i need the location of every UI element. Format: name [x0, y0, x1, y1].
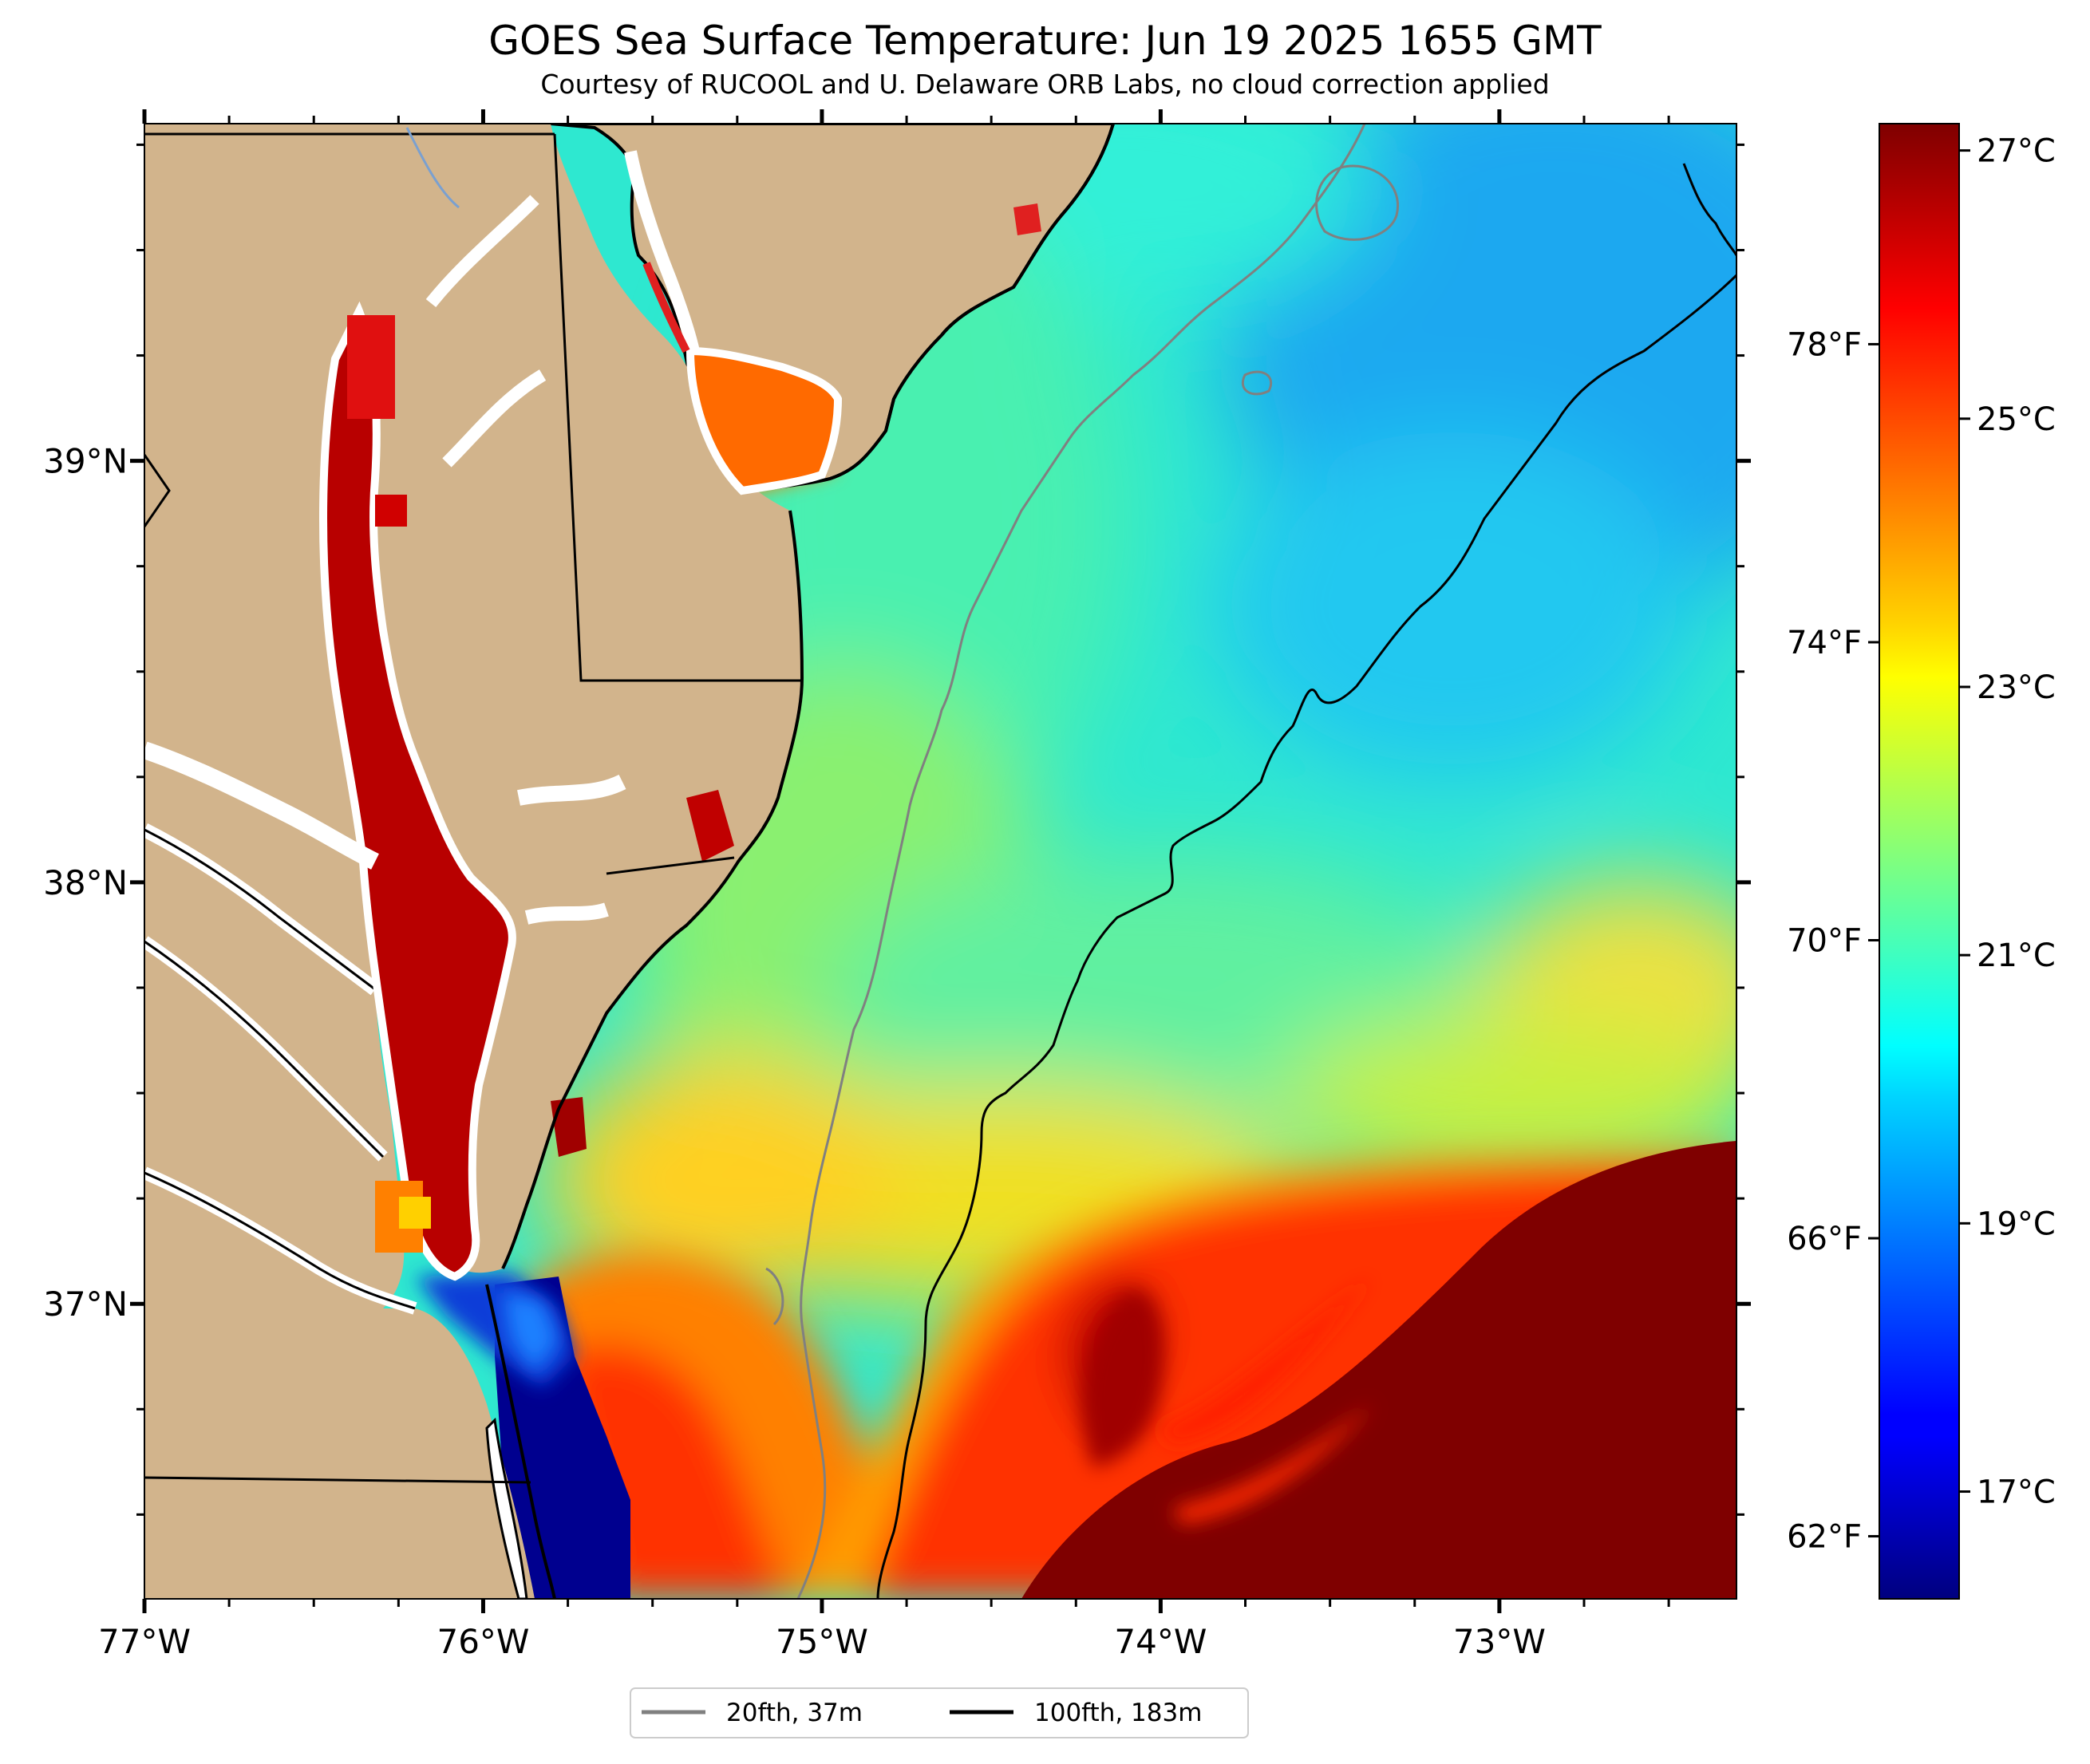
celsius-tick-label: 23°C: [1977, 669, 2056, 706]
lat-tick-label: 39°N: [43, 442, 128, 481]
map-title: GOES Sea Surface Temperature: Jun 19 202…: [488, 18, 1602, 64]
delaware-bay: [685, 346, 843, 495]
map-axis-ticks: 77°W 76°W 75°W 74°W 73°W 39°N 38°N 37°N: [43, 109, 1751, 1661]
chesapeake-bay: [323, 311, 512, 1277]
map-subtitle: Courtesy of RUCOOL and U. Delaware ORB L…: [540, 69, 1550, 100]
lon-tick-label: 73°W: [1453, 1622, 1546, 1661]
legend-label-100fth: 100fth, 183m: [1034, 1699, 1202, 1727]
isobath-100fth: [876, 274, 1736, 1599]
celsius-tick-label: 27°C: [1977, 133, 2056, 170]
sst-field: [144, 124, 1736, 1599]
fahrenheit-tick-label: 74°F: [1787, 625, 1862, 661]
lon-tick-label: 77°W: [98, 1622, 191, 1661]
legend-box: [630, 1687, 1249, 1738]
isobath-20fth: [796, 124, 1366, 1599]
lon-tick-label: 75°W: [776, 1622, 868, 1661]
legend-label-20fth: 20fth, 37m: [726, 1699, 863, 1727]
colorbar-gradient: [1879, 123, 1960, 1600]
lon-tick-label: 74°W: [1114, 1622, 1207, 1661]
lon-tick-label: 76°W: [437, 1622, 529, 1661]
isobaths: [765, 124, 1736, 1599]
celsius-tick-label: 17°C: [1977, 1474, 2056, 1511]
land-masses: [144, 124, 1116, 1599]
fahrenheit-tick-label: 62°F: [1787, 1519, 1862, 1556]
isobath-legend: 20fth, 37m 100fth, 183m: [630, 1687, 1249, 1738]
land-western-shore: [144, 124, 456, 1308]
map-frame: [144, 123, 1737, 1600]
fahrenheit-tick-label: 70°F: [1787, 922, 1862, 959]
colorbar-ticks: 17°C 19°C 21°C 23°C 25°C 27°C 62°F 66°F 70°F 74°F…: [1787, 133, 2056, 1556]
celsius-tick-label: 25°C: [1977, 401, 2056, 438]
celsius-tick-label: 19°C: [1977, 1206, 2056, 1242]
land-southern-virginia: [144, 1308, 535, 1599]
fahrenheit-tick-label: 66°F: [1787, 1221, 1862, 1257]
lat-tick-label: 38°N: [43, 863, 128, 902]
fahrenheit-tick-label: 78°F: [1787, 326, 1862, 363]
celsius-tick-label: 21°C: [1977, 937, 2056, 974]
colorbar: 17°C 19°C 21°C 23°C 25°C 27°C 62°F 66°F 70°F 74°F…: [1787, 123, 2056, 1600]
lat-tick-label: 37°N: [43, 1285, 128, 1324]
